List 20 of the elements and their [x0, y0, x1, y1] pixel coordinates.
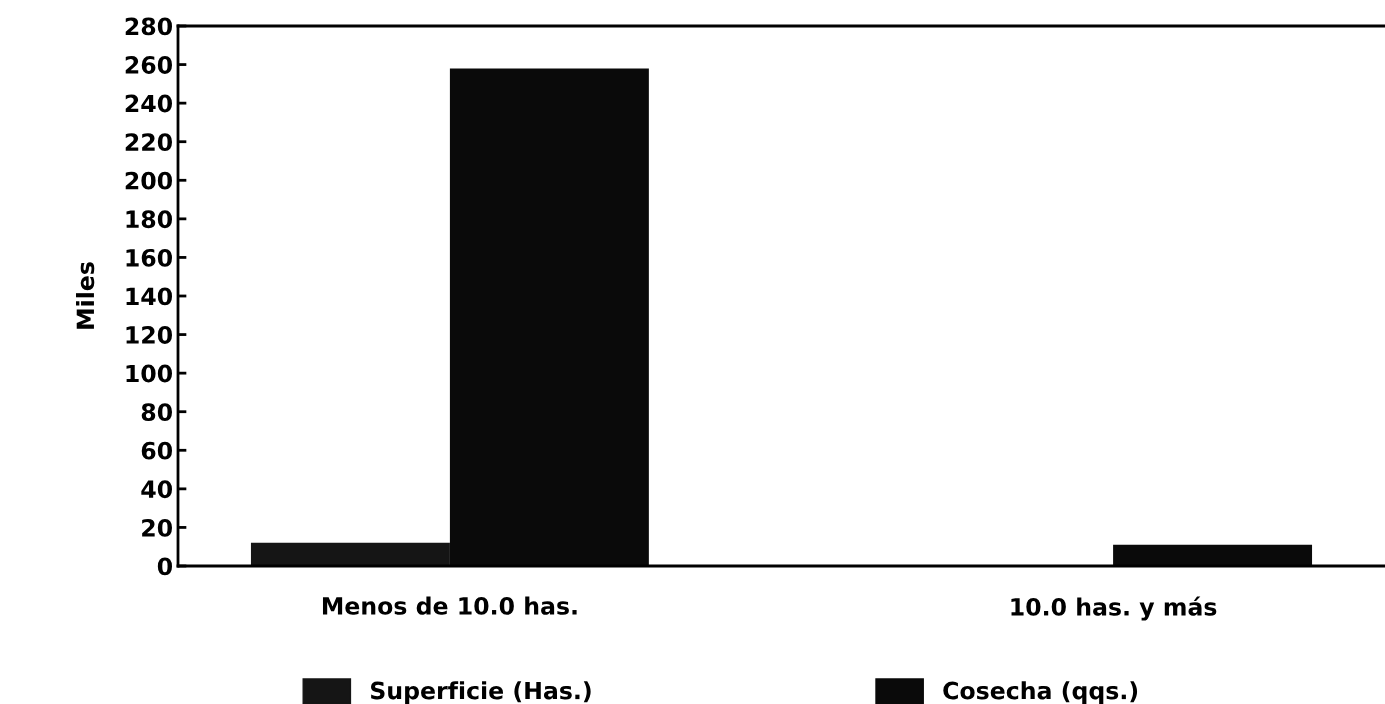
y-tick-label: 220: [125, 133, 173, 152]
y-tick-label: 120: [126, 326, 173, 344]
y-tick-label: 20: [142, 518, 173, 537]
y-tick-label: 200: [125, 171, 173, 190]
y-tick-label: 60: [141, 441, 173, 460]
y-tick-label: 80: [141, 403, 173, 422]
y-tick-label: 180: [126, 210, 173, 229]
legend-label: Cosecha (qqs.): [943, 681, 1138, 704]
y-tick-label: 280: [125, 17, 173, 36]
y-tick-label: 140: [126, 287, 173, 306]
y-tick-label: 40: [141, 480, 173, 499]
legend-label: Superficie (Has.): [371, 681, 591, 704]
y-tick-label: 100: [126, 364, 173, 383]
y-axis-title: Miles: [76, 262, 95, 329]
y-tick-label: 0: [157, 557, 173, 576]
x-tick-label: 10.0 has. y más: [1011, 596, 1217, 621]
y-tick-label: 240: [125, 94, 173, 113]
x-tick-label: Menos de 10.0 has.: [322, 596, 577, 615]
y-tick-label: 260: [125, 56, 173, 74]
y-tick-label: 160: [126, 248, 173, 267]
